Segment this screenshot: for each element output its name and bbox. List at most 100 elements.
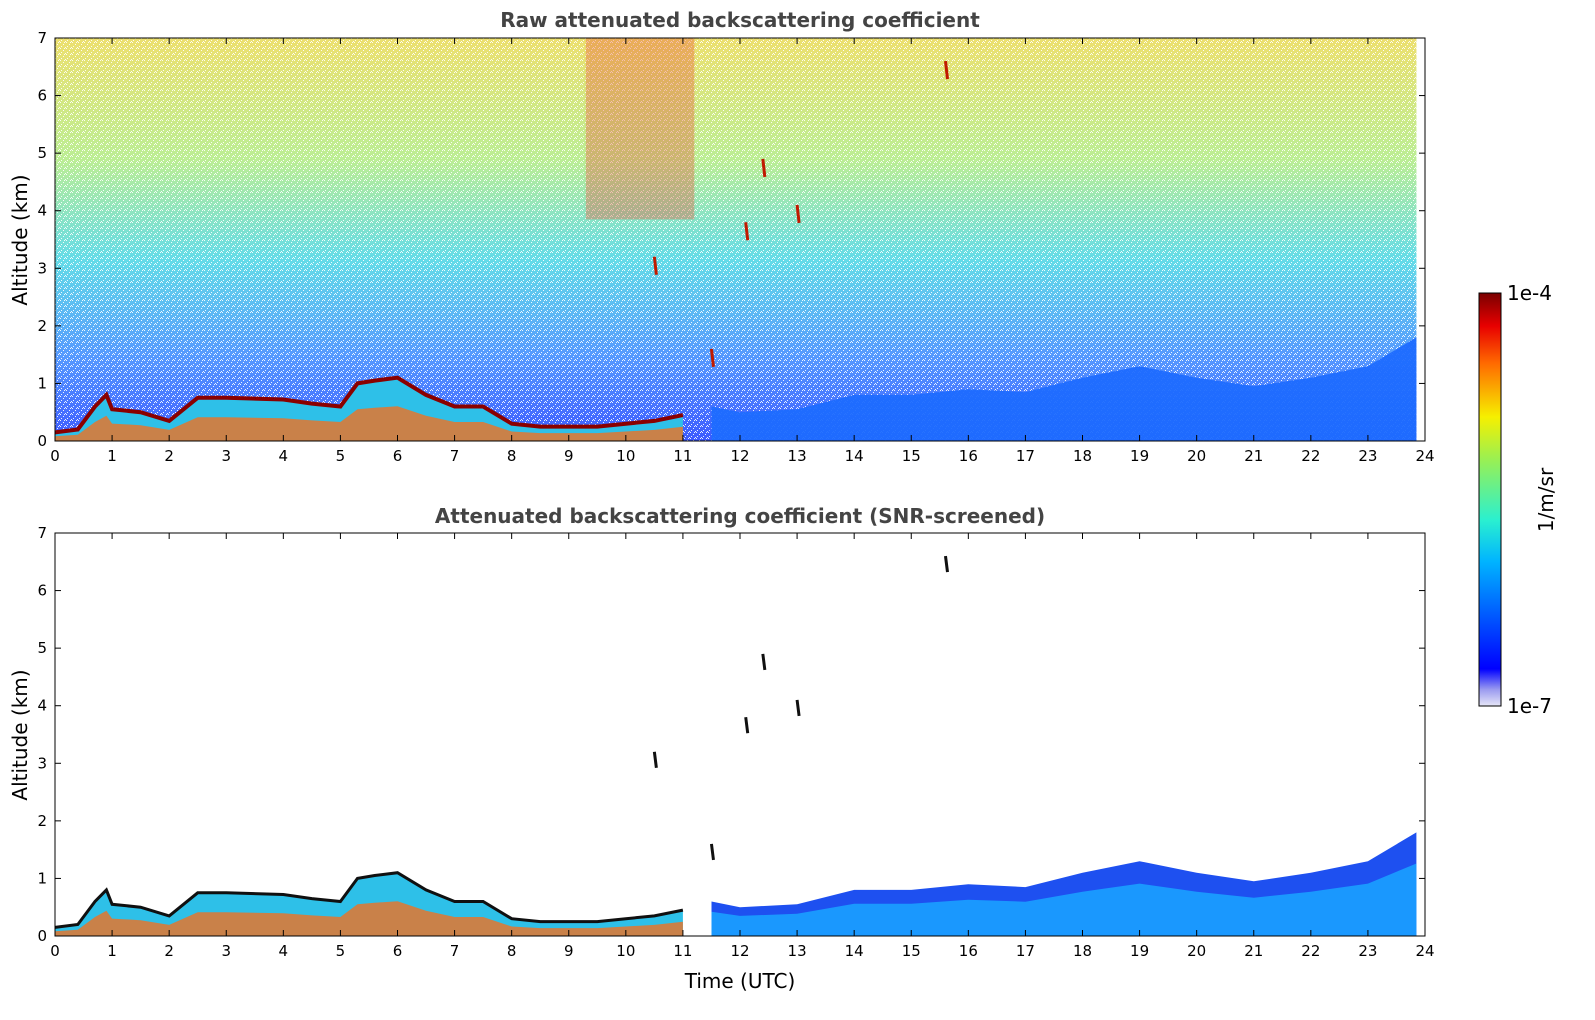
- y-tick-label: 7: [37, 29, 47, 47]
- x-tick-label: 8: [507, 942, 517, 960]
- raw-x-axis: 0 1 2 3 4 5 6 7 8 9 10 11 12 13 14 15 16 17 18 19 20 21 22 23 24: [50, 38, 1435, 465]
- x-tick-label: 6: [393, 942, 403, 960]
- x-tick-label: 8: [507, 447, 517, 465]
- x-tick-label: 13: [788, 447, 807, 465]
- raw-boundary-layer-core: [55, 406, 683, 441]
- colorbar: 1e-4 1e-7 1/m/sr: [1478, 281, 1558, 718]
- raw-cirrus-streak: [944, 60, 949, 80]
- x-tick-label: 0: [50, 447, 60, 465]
- x-tick-label: 18: [1073, 942, 1092, 960]
- screened-plot-frame: [54, 532, 1426, 937]
- colorbar-unit-label: 1/m/sr: [1534, 467, 1558, 532]
- x-tick-label: 15: [902, 447, 921, 465]
- raw-cirrus-streak: [761, 158, 767, 178]
- x-tick-label: 21: [1244, 447, 1263, 465]
- raw-aerosol-layer: [711, 337, 1417, 441]
- y-tick-label: 4: [37, 202, 47, 220]
- x-tick-label: 18: [1073, 447, 1092, 465]
- y-tick-label: 1: [37, 869, 47, 887]
- x-tick-label: 11: [673, 447, 692, 465]
- raw-y-axis-label: Altitude (km): [8, 174, 32, 305]
- y-tick-label: 3: [37, 754, 47, 772]
- x-tick-label: 24: [1415, 942, 1434, 960]
- screened-cirrus-streak: [744, 717, 750, 734]
- x-tick-label: 13: [788, 942, 807, 960]
- x-axis-label: Time (UTC): [684, 969, 796, 993]
- x-tick-label: 9: [564, 447, 574, 465]
- x-tick-label: 22: [1301, 447, 1320, 465]
- x-tick-label: 10: [616, 942, 635, 960]
- x-tick-label: 1: [107, 942, 117, 960]
- x-tick-label: 20: [1187, 942, 1206, 960]
- screened-heatmap-area: [54, 555, 1417, 936]
- x-tick-label: 7: [450, 447, 460, 465]
- x-tick-label: 16: [959, 447, 978, 465]
- y-tick-label: 3: [37, 259, 47, 277]
- y-tick-label: 4: [37, 697, 47, 715]
- screened-cirrus-streak: [652, 751, 658, 768]
- y-tick-label: 6: [37, 87, 47, 105]
- x-tick-label: 16: [959, 942, 978, 960]
- x-tick-label: 15: [902, 942, 921, 960]
- raw-cirrus-streak: [795, 204, 801, 224]
- screened-cirrus-streak: [709, 843, 715, 861]
- x-tick-label: 4: [279, 447, 289, 465]
- screened-y-axis: 0 1 2 3 4 5 6 7: [37, 524, 1425, 945]
- x-tick-label: 9: [564, 942, 574, 960]
- x-tick-label: 14: [845, 942, 864, 960]
- y-tick-label: 2: [37, 317, 47, 335]
- y-tick-label: 7: [37, 524, 47, 542]
- panel-raw-title: Raw attenuated backscattering coefficien…: [500, 8, 980, 32]
- raw-heatmap-area: [54, 38, 1417, 441]
- raw-y-axis: 0 1 2 3 4 5 6 7: [37, 29, 1425, 450]
- x-tick-label: 2: [164, 447, 174, 465]
- colorbar-max-label: 1e-4: [1507, 281, 1552, 305]
- panel-raw: Raw attenuated backscattering coefficien…: [8, 8, 1435, 465]
- screened-y-axis-label: Altitude (km): [8, 669, 32, 800]
- raw-noise-speckle: [55, 38, 1417, 441]
- x-tick-label: 3: [221, 942, 231, 960]
- x-tick-label: 20: [1187, 447, 1206, 465]
- x-tick-label: 5: [336, 942, 346, 960]
- screened-cloud-top-line: [54, 871, 684, 929]
- x-tick-label: 23: [1358, 447, 1377, 465]
- x-tick-label: 2: [164, 942, 174, 960]
- x-tick-label: 10: [616, 447, 635, 465]
- x-tick-label: 6: [393, 447, 403, 465]
- x-tick-label: 22: [1301, 942, 1320, 960]
- x-tick-label: 21: [1244, 942, 1263, 960]
- raw-high-noise-band: [585, 38, 695, 220]
- x-tick-label: 12: [730, 447, 749, 465]
- x-tick-label: 7: [450, 942, 460, 960]
- screened-aerosol-core: [711, 863, 1417, 936]
- x-tick-label: 23: [1358, 942, 1377, 960]
- x-tick-label: 11: [673, 942, 692, 960]
- x-tick-label: 5: [336, 447, 346, 465]
- screened-x-axis: 0 1 2 3 4 5 6 7 8 9 10 11 12 13 14 15 16 17 18 19 20 21 22 23 24: [50, 533, 1435, 960]
- colorbar-min-label: 1e-7: [1507, 694, 1552, 718]
- panel-screened: Attenuated backscattering coefficient (S…: [8, 504, 1435, 993]
- y-tick-label: 6: [37, 582, 47, 600]
- raw-cirrus-streak: [744, 222, 750, 241]
- panel-screened-title: Attenuated backscattering coefficient (S…: [435, 504, 1045, 528]
- y-tick-label: 1: [37, 374, 47, 392]
- x-tick-label: 1: [107, 447, 117, 465]
- x-tick-label: 0: [50, 942, 60, 960]
- y-tick-label: 2: [37, 812, 47, 830]
- screened-cirrus-streak: [761, 653, 767, 671]
- x-tick-label: 4: [279, 942, 289, 960]
- screened-boundary-layer-core: [55, 901, 683, 936]
- raw-cirrus-streak: [709, 348, 715, 368]
- y-tick-label: 5: [37, 144, 47, 162]
- colorbar-gradient: [1478, 292, 1502, 707]
- x-tick-label: 17: [1016, 447, 1035, 465]
- x-tick-label: 12: [730, 942, 749, 960]
- x-tick-label: 3: [221, 447, 231, 465]
- x-tick-label: 24: [1415, 447, 1434, 465]
- x-tick-label: 19: [1130, 447, 1149, 465]
- screened-cirrus-streak: [944, 555, 949, 573]
- x-tick-label: 19: [1130, 942, 1149, 960]
- y-tick-label: 0: [37, 927, 47, 945]
- x-tick-label: 14: [845, 447, 864, 465]
